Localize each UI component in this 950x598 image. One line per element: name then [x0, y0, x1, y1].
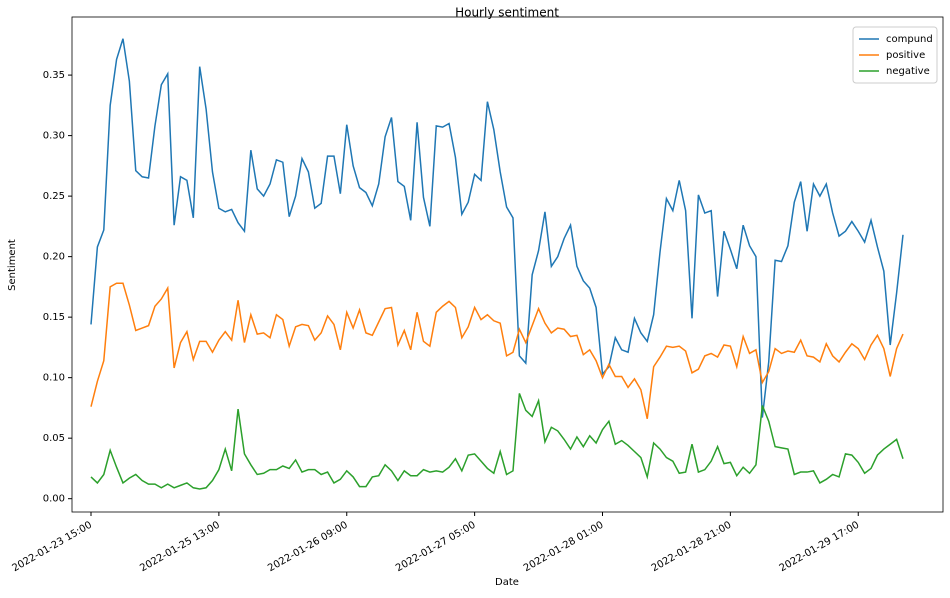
x-tick-label: 2022-01-28 01:00 [522, 520, 606, 575]
line-series [90, 282, 904, 419]
line-series [90, 393, 904, 490]
x-tick-label: 2022-01-25 13:00 [138, 520, 222, 575]
plot-frame [71, 16, 944, 513]
y-tick-label: 0.30 [43, 131, 65, 142]
x-tick-label: 2022-01-26 09:00 [266, 520, 350, 575]
x-tick-label: 2022-01-28 21:00 [650, 520, 734, 575]
x-tick-label: 2022-01-27 05:00 [394, 520, 478, 575]
y-tick-label: 0.15 [43, 312, 65, 323]
legend-label: negative [886, 66, 930, 77]
x-tick-label: 2022-01-29 17:00 [778, 520, 862, 575]
y-tick-label: 0.00 [43, 494, 65, 505]
y-tick-label: 0.25 [43, 191, 65, 202]
line-series [90, 38, 904, 418]
y-axis-label: Sentiment [7, 239, 18, 291]
y-tick-label: 0.35 [43, 70, 65, 81]
legend-label: positive [886, 50, 925, 61]
x-axis-label: Date [495, 577, 519, 588]
y-tick-label: 0.20 [43, 252, 65, 263]
chart-title: Hourly sentiment [455, 6, 559, 20]
x-tick-label: 2022-01-23 15:00 [10, 520, 94, 575]
legend-label: compund [886, 34, 933, 45]
y-tick-label: 0.05 [43, 433, 65, 444]
legend-box [852, 26, 938, 84]
y-tick-label: 0.10 [43, 373, 65, 384]
